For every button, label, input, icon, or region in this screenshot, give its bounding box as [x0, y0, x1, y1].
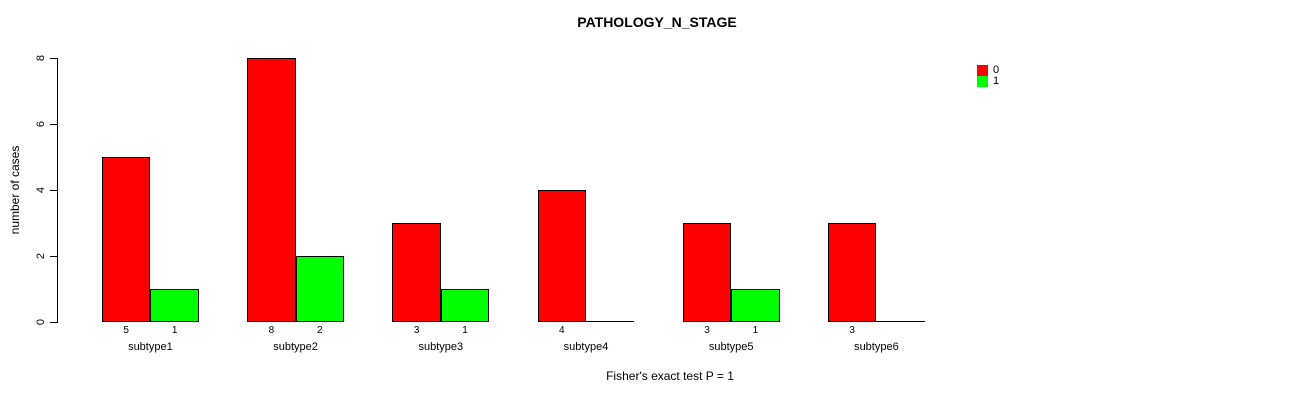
y-tick-mark — [50, 190, 57, 191]
bar-count-label: 4 — [559, 325, 565, 336]
bar-1-subtype5 — [731, 289, 780, 322]
category-label-subtype2: subtype2 — [273, 341, 318, 353]
zero-bar-1-subtype6 — [876, 321, 925, 322]
legend-entry-1: 1 — [977, 76, 999, 87]
y-axis-label: number of cases — [8, 145, 22, 235]
bar-1-subtype2 — [295, 256, 344, 322]
bar-0-subtype6 — [828, 223, 877, 322]
bar-0-subtype2 — [247, 58, 296, 322]
y-axis-line — [57, 58, 58, 323]
chart-title: PATHOLOGY_N_STAGE — [577, 14, 737, 30]
y-tick-label: 2 — [35, 252, 47, 260]
category-label-subtype5: subtype5 — [708, 341, 754, 353]
legend-swatch-0 — [977, 65, 988, 76]
category-label-subtype3: subtype3 — [418, 341, 464, 353]
category-label-subtype1: subtype1 — [128, 341, 173, 353]
y-tick-mark — [50, 58, 57, 59]
bar-count-label: 1 — [752, 325, 759, 336]
bar-0-subtype4 — [537, 190, 586, 322]
bar-count-label: 3 — [704, 325, 710, 336]
bar-count-label: 5 — [123, 325, 129, 336]
category-label-subtype4: subtype4 — [563, 341, 609, 353]
bar-0-subtype5 — [682, 223, 732, 322]
bar-1-subtype3 — [440, 289, 490, 322]
bar-count-label: 8 — [268, 325, 275, 336]
y-tick-mark — [50, 322, 57, 323]
legend-swatch-1 — [977, 76, 988, 87]
y-tick-label: 4 — [35, 186, 47, 194]
legend-label: 0 — [993, 64, 1000, 76]
legend-label: 1 — [993, 75, 1000, 87]
y-tick-mark — [50, 256, 57, 257]
bar-0-subtype3 — [392, 223, 441, 322]
bar-count-label: 3 — [849, 325, 855, 336]
bar-0-subtype1 — [102, 157, 151, 322]
y-tick-label: 0 — [35, 318, 47, 326]
x-axis-label: Fisher's exact test P = 1 — [606, 369, 734, 383]
bar-count-label: 1 — [462, 325, 468, 336]
category-label-subtype6: subtype6 — [854, 341, 899, 353]
zero-bar-1-subtype4 — [586, 321, 635, 322]
legend-entry-0: 0 — [977, 65, 999, 76]
bar-count-label: 1 — [171, 325, 178, 336]
bar-count-label: 3 — [413, 325, 420, 336]
y-tick-mark — [50, 124, 57, 125]
y-tick-label: 8 — [35, 54, 47, 62]
bar-1-subtype1 — [150, 289, 199, 322]
bar-count-label: 2 — [317, 325, 323, 336]
y-tick-label: 6 — [35, 120, 47, 128]
